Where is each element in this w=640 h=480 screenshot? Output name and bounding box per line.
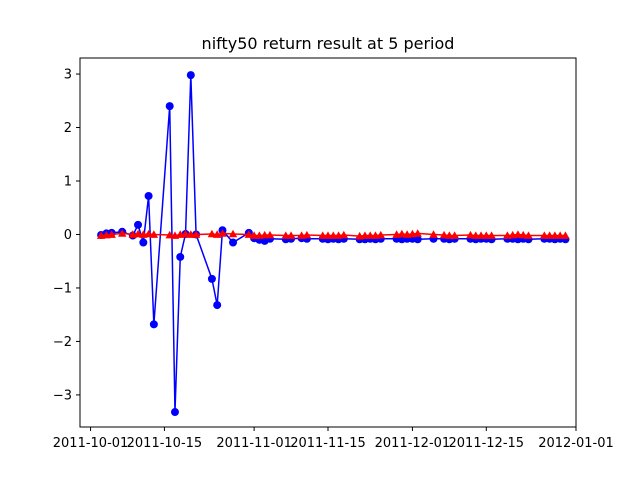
series-1-point bbox=[487, 231, 496, 239]
x-tick-label: 2011-11-15 bbox=[290, 436, 366, 451]
series-1-point bbox=[165, 230, 174, 239]
series-1-point bbox=[429, 230, 438, 238]
series-1-point bbox=[186, 230, 196, 238]
series-1-point bbox=[107, 230, 116, 238]
chart-title: nifty50 return result at 5 period bbox=[202, 34, 455, 53]
y-tick-label: −1 bbox=[53, 281, 72, 296]
series-1-point bbox=[545, 231, 554, 239]
series-1 bbox=[96, 229, 570, 240]
series-1-point bbox=[207, 229, 217, 238]
series-1-point bbox=[133, 229, 143, 238]
series-1-point bbox=[561, 231, 570, 239]
y-tick-label: 1 bbox=[64, 175, 72, 190]
series-0-point bbox=[229, 238, 238, 247]
series-1-point bbox=[540, 231, 549, 239]
x-tick-label: 2011-11-01 bbox=[216, 436, 292, 451]
series-1-point bbox=[450, 231, 459, 239]
series-1-point bbox=[482, 231, 491, 239]
series-0-point bbox=[170, 408, 179, 417]
series-1-point bbox=[439, 230, 449, 239]
series-1-point bbox=[228, 229, 238, 238]
x-tick-label: 2011-10-15 bbox=[127, 436, 203, 451]
series-1-point bbox=[260, 230, 269, 239]
series-1-point bbox=[524, 231, 533, 239]
series-1-point bbox=[555, 231, 565, 239]
series-1-point bbox=[397, 229, 407, 238]
series-1-point bbox=[318, 231, 327, 239]
series-1-point bbox=[445, 231, 454, 239]
series-1-point bbox=[149, 230, 159, 238]
series-1-point bbox=[244, 230, 254, 238]
series-1-point bbox=[366, 231, 375, 239]
series-layer bbox=[96, 71, 570, 417]
y-tick-label: −3 bbox=[53, 388, 72, 403]
series-0-point bbox=[176, 252, 185, 261]
y-tick-label: 2 bbox=[64, 121, 72, 136]
y-tick-label: −2 bbox=[53, 335, 72, 350]
x-tick-label: 2012-01-01 bbox=[538, 436, 614, 451]
series-0-point bbox=[149, 320, 158, 329]
series-1-point bbox=[476, 231, 486, 239]
x-tick-label: 2011-12-15 bbox=[449, 436, 525, 451]
series-1-point bbox=[302, 230, 312, 239]
series-0-point bbox=[165, 102, 174, 111]
series-1-point bbox=[376, 230, 385, 239]
series-0-point bbox=[144, 191, 153, 200]
series-1-point bbox=[550, 231, 560, 239]
series-1-point bbox=[144, 229, 153, 238]
series-1-point bbox=[323, 231, 333, 239]
series-1-point bbox=[329, 231, 338, 239]
series-1-point bbox=[466, 230, 475, 239]
series-1-point bbox=[413, 229, 422, 237]
series-1-point bbox=[339, 230, 349, 239]
series-1-point bbox=[191, 230, 201, 238]
x-tick-label: 2011-12-01 bbox=[375, 436, 451, 451]
y-tick-label: 3 bbox=[64, 68, 72, 83]
series-1-point bbox=[118, 229, 127, 237]
series-1-point bbox=[513, 230, 523, 238]
series-1-point bbox=[286, 231, 296, 239]
series-0-point bbox=[139, 238, 148, 247]
series-0-point bbox=[207, 274, 216, 283]
series-1-point bbox=[519, 230, 528, 239]
series-1-point bbox=[471, 231, 480, 239]
series-1-point bbox=[218, 229, 227, 237]
series-1-point bbox=[360, 231, 370, 239]
y-tick-label: 0 bbox=[64, 228, 72, 243]
series-1-point bbox=[181, 229, 190, 238]
series-0-point bbox=[134, 220, 143, 229]
series-1-point bbox=[249, 231, 259, 239]
series-0-point bbox=[186, 71, 195, 80]
x-tick-label: 2011-10-01 bbox=[53, 436, 129, 451]
series-0-point bbox=[213, 301, 222, 310]
series-1-point bbox=[281, 231, 290, 239]
series-1-point bbox=[265, 230, 275, 239]
